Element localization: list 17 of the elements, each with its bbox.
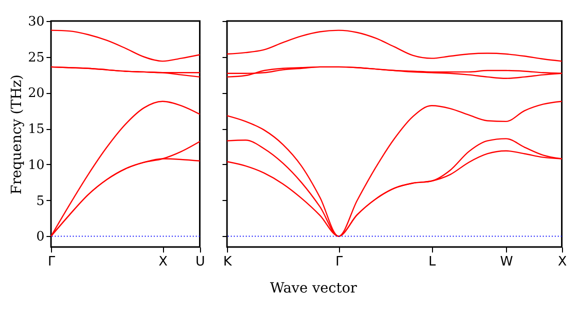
x-tick-label: X	[558, 254, 567, 270]
y-tick-label: 15	[28, 122, 44, 138]
y-tick-label: 10	[28, 158, 44, 173]
x-tick-label: K	[223, 254, 232, 270]
x-tick-label: W	[500, 254, 514, 270]
y-tick-label: 20	[28, 86, 44, 102]
y-tick-label: 25	[28, 50, 44, 66]
y-axis-title: Frequency (THz)	[8, 74, 25, 195]
y-tick-label: 5	[36, 194, 44, 209]
y-tick-label: 0	[36, 230, 44, 245]
x-tick-label: L	[428, 254, 436, 270]
y-tick-label: 30	[28, 14, 44, 30]
x-tick-label: Γ	[48, 254, 56, 270]
x-tick-label: Γ	[335, 254, 344, 270]
x-tick-label: U	[196, 254, 206, 270]
x-tick-label: X	[158, 254, 168, 270]
x-axis-title: Wave vector	[270, 280, 358, 296]
